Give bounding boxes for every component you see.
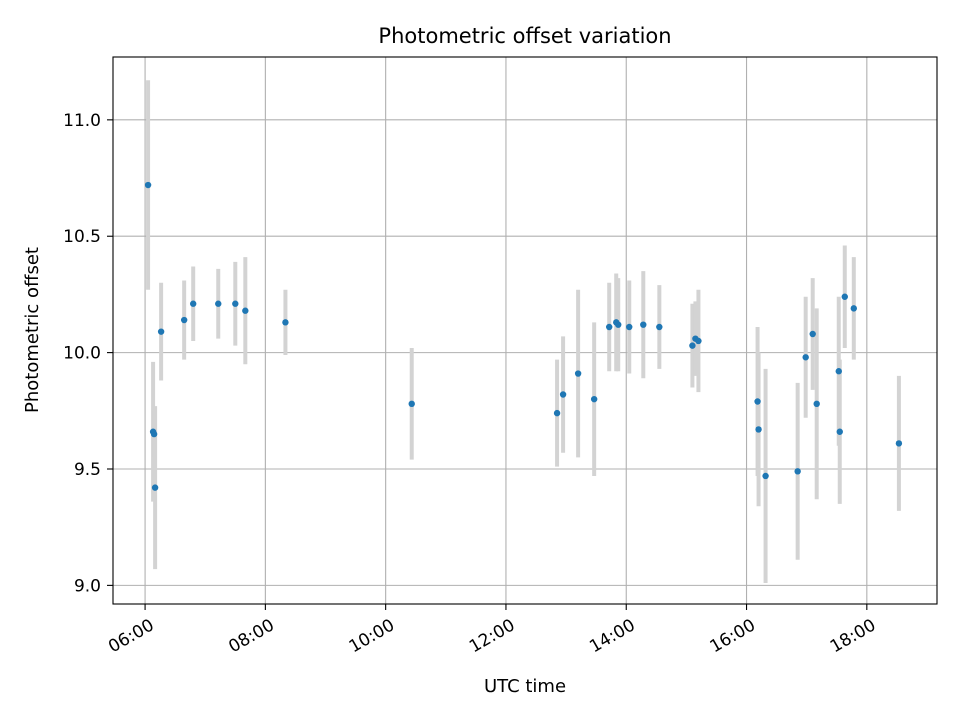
data-points [144, 181, 903, 491]
data-point [762, 472, 769, 480]
data-point [553, 409, 561, 417]
y-tick-label: 10.5 [63, 227, 101, 247]
data-point [754, 398, 761, 405]
data-point [150, 430, 158, 438]
data-point [813, 400, 820, 408]
data-point [695, 337, 702, 345]
data-point [157, 328, 165, 335]
data-point [802, 354, 809, 361]
x-axis-label: UTC time [484, 676, 566, 697]
y-tick-label: 10.0 [63, 344, 101, 364]
data-point [850, 305, 857, 312]
data-point [841, 293, 848, 300]
data-point [656, 323, 663, 331]
chart-title: Photometric offset variation [378, 24, 671, 48]
data-point [606, 323, 613, 331]
data-point [559, 391, 567, 398]
data-point [689, 342, 696, 349]
data-point [590, 395, 598, 403]
data-point [626, 323, 633, 331]
y-axis-label: Photometric offset [22, 247, 43, 413]
data-point [232, 300, 239, 307]
data-point [895, 440, 903, 447]
y-tick-label: 11.0 [63, 111, 101, 131]
data-point [180, 316, 188, 324]
data-point [242, 307, 249, 314]
data-point [215, 300, 222, 307]
data-point [408, 400, 415, 408]
y-tick-label: 9.5 [74, 460, 101, 480]
plot-frame [112, 56, 938, 605]
data-point [574, 370, 582, 377]
data-point [615, 321, 622, 328]
data-point [835, 368, 842, 375]
y-tick-label: 9.0 [74, 576, 101, 596]
data-point [282, 319, 289, 326]
data-point [189, 300, 197, 307]
data-point [755, 426, 762, 433]
data-point [794, 468, 801, 475]
data-point [809, 330, 816, 338]
grid [113, 57, 937, 604]
data-point [151, 484, 159, 491]
data-point [836, 428, 843, 435]
data-point [144, 181, 152, 189]
data-point [640, 321, 647, 328]
